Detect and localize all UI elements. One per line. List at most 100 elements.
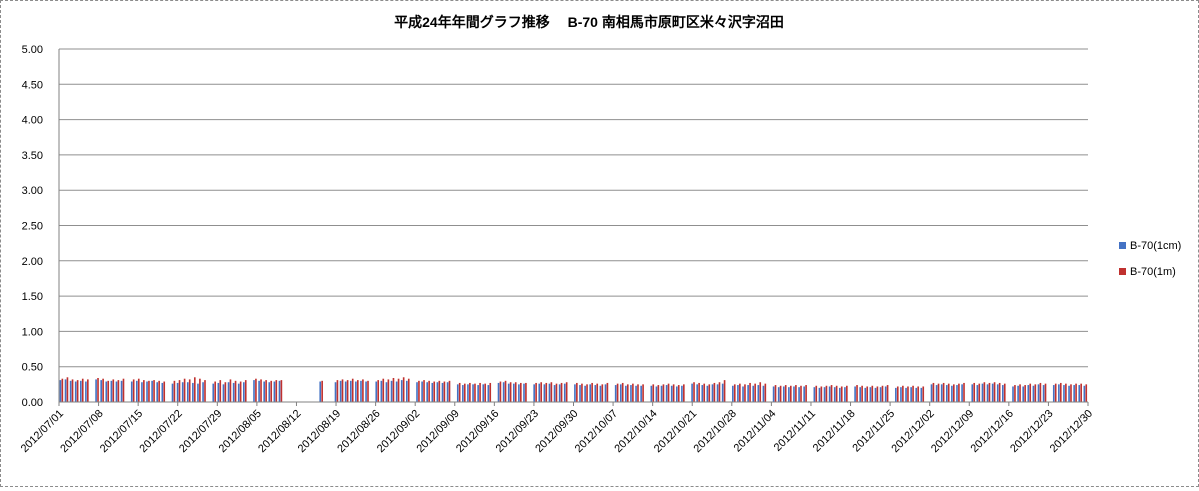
- bar-b70-1cm: [981, 383, 984, 402]
- bar-b70-1m: [616, 383, 619, 402]
- bar-b70-1m: [932, 382, 935, 402]
- bar-b70-1m: [341, 379, 344, 402]
- legend-swatch: [1119, 242, 1126, 249]
- bar-b70-1m: [356, 380, 359, 402]
- bar-b70-1cm: [171, 383, 174, 402]
- bar-b70-1cm: [803, 386, 805, 402]
- bar-b70-1cm: [563, 383, 566, 402]
- bar-b70-1m: [820, 386, 823, 402]
- y-tick-label: 3.00: [22, 185, 43, 197]
- bar-b70-1cm: [69, 380, 72, 402]
- bar-b70-1cm: [614, 385, 617, 402]
- bar-b70-1cm: [421, 381, 423, 402]
- bar-b70-1m: [270, 380, 273, 402]
- bar-b70-1cm: [232, 382, 235, 402]
- bar-b70-1cm: [839, 387, 841, 402]
- bar-b70-1m: [463, 383, 466, 402]
- bar-b70-1cm: [156, 382, 159, 402]
- bar-b70-1m: [321, 380, 323, 402]
- bar-b70-1m: [963, 382, 965, 402]
- bar-b70-1cm: [502, 382, 505, 402]
- bar-b70-1m: [973, 382, 976, 402]
- bar-b70-1cm: [344, 381, 347, 402]
- bar-b70-1cm: [400, 380, 403, 402]
- bar-b70-1cm: [263, 381, 266, 402]
- bar-b70-1m: [423, 380, 425, 402]
- y-tick-label: 2.50: [22, 221, 43, 233]
- bar-b70-1cm: [1022, 386, 1025, 402]
- bar-b70-1m: [555, 383, 558, 402]
- grid-lines: [59, 48, 1088, 368]
- bar-b70-1cm: [278, 380, 281, 402]
- bar-b70-1cm: [681, 385, 683, 402]
- x-axis-tick-labels: 2012/07/012012/07/082012/07/152012/07/22…: [19, 402, 1095, 455]
- bar-b70-1cm: [197, 383, 199, 402]
- bar-b70-1m: [1070, 384, 1072, 402]
- y-tick-label: 0.50: [22, 362, 43, 374]
- bar-b70-1cm: [456, 384, 459, 402]
- bar-b70-1m: [443, 381, 446, 402]
- bar-b70-1m: [397, 378, 400, 402]
- bar-b70-1cm: [930, 384, 933, 402]
- bar-b70-1m: [937, 383, 940, 402]
- bar-b70-1m: [392, 377, 395, 402]
- bar-b70-1m: [581, 383, 583, 402]
- bar-b70-1cm: [136, 380, 138, 402]
- bar-b70-1cm: [558, 384, 561, 402]
- bar-b70-1cm: [945, 385, 948, 402]
- bar-b70-1m: [846, 385, 848, 402]
- bar-b70-1m: [856, 385, 858, 402]
- bar-b70-1m: [336, 380, 339, 402]
- bar-b70-1cm: [100, 380, 102, 402]
- bar-b70-1cm: [828, 386, 831, 402]
- bar-b70-1cm: [538, 383, 541, 402]
- bar-b70-1m: [1003, 383, 1006, 402]
- bar-b70-1m: [153, 380, 155, 402]
- bar-b70-1cm: [242, 382, 245, 402]
- bar-b70-1cm: [95, 379, 97, 402]
- bar-b70-1cm: [752, 385, 755, 402]
- bar-b70-1cm: [996, 384, 999, 402]
- bar-b70-1cm: [446, 382, 449, 402]
- bar-b70-1cm: [696, 384, 698, 402]
- bar-b70-1cm: [141, 382, 143, 402]
- bar-b70-1cm: [441, 382, 444, 402]
- bar-b70-1cm: [395, 381, 398, 402]
- bar-b70-1m: [112, 379, 115, 402]
- bar-b70-1m: [723, 380, 726, 402]
- bar-b70-1m: [596, 383, 599, 402]
- bar-b70-1cm: [258, 380, 260, 402]
- bar-b70-1m: [418, 380, 420, 402]
- bar-b70-1m: [749, 382, 751, 402]
- bar-b70-1cm: [665, 385, 668, 402]
- bar-b70-1cm: [798, 387, 800, 402]
- bar-b70-1m: [71, 379, 74, 402]
- bar-b70-1cm: [477, 385, 479, 402]
- bar-b70-1cm: [74, 381, 77, 402]
- bar-b70-1cm: [757, 385, 760, 402]
- bar-b70-1m: [87, 379, 89, 402]
- bar-b70-1cm: [1002, 385, 1004, 402]
- bar-b70-1m: [708, 384, 711, 402]
- bar-b70-1m: [474, 383, 476, 402]
- bar-b70-1m: [626, 384, 629, 402]
- bar-b70-1cm: [1083, 385, 1086, 402]
- bar-b70-1m: [805, 385, 807, 402]
- bar-b70-1cm: [732, 385, 734, 402]
- bar-b70-1m: [672, 384, 675, 402]
- bar-b70-1cm: [192, 382, 194, 402]
- bar-b70-1m: [774, 385, 777, 402]
- bar-b70-1cm: [553, 385, 556, 402]
- bar-b70-1m: [280, 380, 283, 402]
- bar-b70-1m: [132, 379, 135, 402]
- bar-b70-1m: [484, 383, 486, 402]
- bar-b70-1cm: [589, 384, 592, 402]
- bar-b70-1cm: [594, 385, 597, 402]
- bar-b70-1m: [886, 385, 889, 402]
- bar-b70-1m: [795, 385, 797, 402]
- bar-b70-1m: [448, 380, 451, 402]
- bar-b70-1m: [1085, 384, 1088, 402]
- bar-b70-1m: [438, 380, 441, 402]
- bar-b70-1m: [479, 382, 481, 402]
- bar-b70-1cm: [625, 385, 627, 402]
